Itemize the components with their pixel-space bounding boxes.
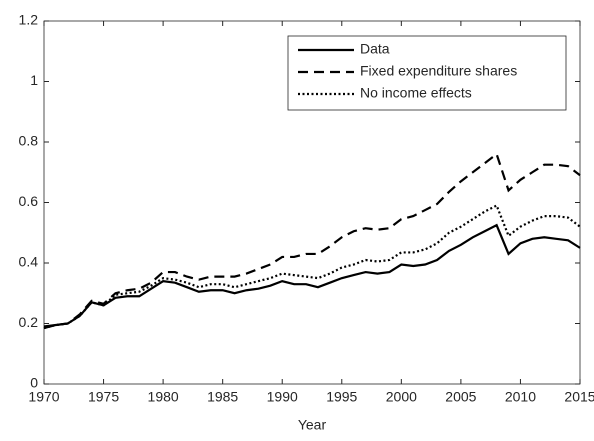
x-tick-label: 2000	[386, 389, 417, 405]
y-tick-label: 0.4	[19, 254, 39, 270]
x-tick-label: 1970	[28, 389, 59, 405]
series-line	[43, 152, 581, 330]
x-tick-label: 2010	[505, 389, 536, 405]
x-tick-label: 2015	[564, 389, 594, 405]
y-tick-label: 0.8	[19, 133, 39, 149]
legend-label: Data	[360, 41, 390, 57]
x-tick-label: 1990	[267, 389, 298, 405]
y-tick-label: 1.2	[19, 12, 39, 28]
x-tick-label: 1975	[88, 389, 119, 405]
x-tick-label: 1995	[326, 389, 357, 405]
legend-label: No income effects	[360, 85, 472, 101]
series-line	[43, 223, 581, 328]
x-tick-label: 2005	[445, 389, 476, 405]
series-line	[43, 203, 581, 330]
y-tick-label: 0	[30, 375, 38, 391]
y-tick-label: 1	[30, 72, 38, 88]
x-tick-label: 1985	[207, 389, 238, 405]
y-tick-label: 0.6	[19, 193, 39, 209]
x-tick-label: 1980	[148, 389, 179, 405]
legend-label: Fixed expenditure shares	[360, 63, 517, 79]
y-tick-label: 0.2	[19, 314, 39, 330]
x-axis-label: Year	[298, 417, 327, 433]
